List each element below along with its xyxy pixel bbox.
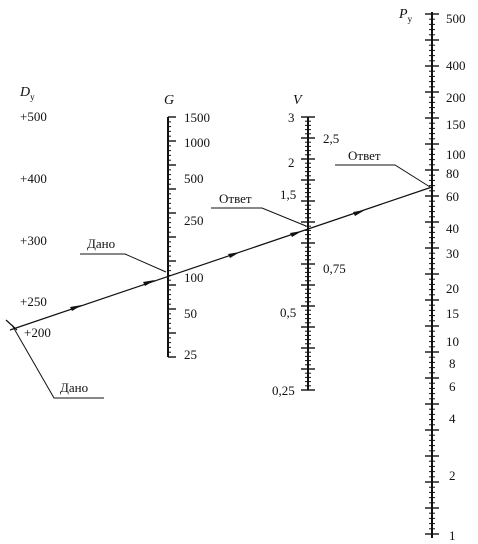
arrow-head <box>70 305 82 311</box>
callout-label: Дано <box>87 236 115 251</box>
v-ticks <box>301 116 315 391</box>
p-ticks <box>425 13 439 535</box>
p-label: 20 <box>446 281 459 296</box>
v-scale: V 3 2 1,5 0,5 0,25 2,5 0,75 <box>272 93 346 398</box>
g-label: 100 <box>184 270 204 285</box>
g-scale: G 1500 1000 500 250 100 50 25 <box>164 93 210 362</box>
p-scale: Pу 500 400 200 150 100 80 60 40 30 20 15… <box>398 7 466 543</box>
callout-answer-v: Ответ <box>211 191 307 227</box>
v-label: 2 <box>288 155 295 170</box>
callout-label: Ответ <box>219 191 252 206</box>
arrow-head <box>290 231 302 237</box>
arrow-head <box>143 280 155 286</box>
p-label: 4 <box>449 411 456 426</box>
p-label: 10 <box>446 334 459 349</box>
v-label: 2,5 <box>323 131 339 146</box>
leader-line <box>11 324 104 399</box>
p-axis-title: Pу <box>398 7 413 24</box>
g-label: 1500 <box>184 110 210 125</box>
arrow-head <box>228 252 240 258</box>
arrow-head <box>353 210 365 216</box>
g-label: 25 <box>184 347 197 362</box>
callout-given-bottom: Дано <box>11 324 104 399</box>
g-label: 250 <box>184 213 204 228</box>
g-label: 50 <box>184 306 197 321</box>
p-label: 8 <box>449 356 456 371</box>
leader-line <box>335 164 431 188</box>
v-label: 3 <box>288 110 295 125</box>
g-label: 1000 <box>184 135 210 150</box>
v-label: 0,25 <box>272 383 295 398</box>
d-label: +300 <box>20 233 47 248</box>
p-label: 150 <box>446 117 466 132</box>
d-label: +500 <box>20 109 47 124</box>
leader-line <box>211 207 307 227</box>
p-label: 30 <box>446 246 459 261</box>
d-label: +400 <box>20 171 47 186</box>
callout-given-top: Дано <box>80 236 167 273</box>
p-label: 200 <box>446 90 466 105</box>
p-label: 6 <box>449 379 456 394</box>
v-label: 0,5 <box>280 305 296 320</box>
solution-ray <box>5 186 433 331</box>
p-label: 15 <box>446 306 459 321</box>
start-mark <box>5 319 18 331</box>
g-label: 500 <box>184 171 204 186</box>
p-label: 100 <box>446 147 466 162</box>
g-axis-title: G <box>164 93 174 108</box>
v-label: 0,75 <box>323 261 346 276</box>
d-axis-title: Dу <box>19 85 35 102</box>
v-label: 1,5 <box>280 187 296 202</box>
d-scale: Dу +500 +400 +300 +250 +200 <box>19 85 51 340</box>
callout-label: Ответ <box>348 148 381 163</box>
callout-label: Дано <box>60 380 88 395</box>
callout-answer-p: Ответ <box>335 148 431 188</box>
v-axis-title: V <box>293 93 303 108</box>
p-label: 1 <box>449 528 456 543</box>
p-label: 40 <box>446 221 459 236</box>
leader-line <box>80 253 167 273</box>
p-label: 60 <box>446 189 459 204</box>
p-label: 400 <box>446 58 466 73</box>
p-label: 500 <box>446 11 466 26</box>
d-label: +200 <box>24 325 51 340</box>
p-label: 2 <box>449 468 456 483</box>
p-label: 80 <box>446 166 459 181</box>
g-ticks <box>168 116 176 358</box>
d-label: +250 <box>20 294 47 309</box>
